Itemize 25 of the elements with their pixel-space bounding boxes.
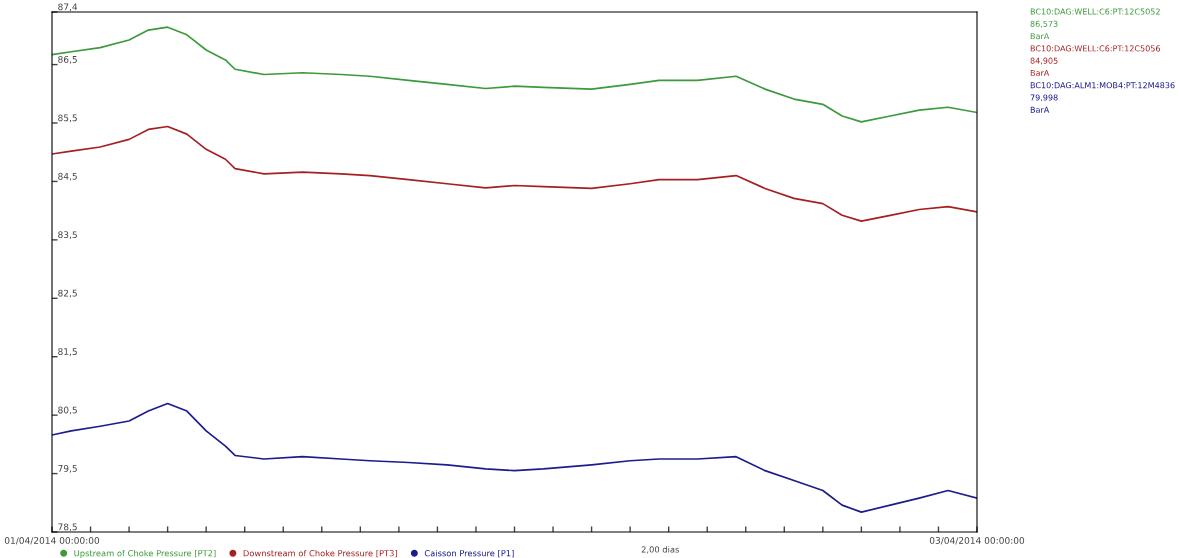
text: BarA [1030,33,1050,40]
y-tick-label: 81,5 [58,348,77,356]
y-tick-label: 83,5 [58,231,77,240]
text: 2,00 dias [641,546,679,554]
text: BarA [1030,70,1050,76]
y-tick-label: 87,4 [58,3,78,12]
legend-label: Downstream of Choke Pressure [PT3] [243,549,397,558]
text: 86,573 [1030,20,1058,28]
text: BC10:DAG:WELL:C6:PT:12C5052 [1030,8,1160,15]
y-tick-label: 85,5 [58,114,77,123]
legend-label: Caisson Pressure [P1] [424,549,514,558]
y-tick-label: 82,5 [58,289,77,298]
text: BarA [1030,106,1050,113]
y-tick-label: 86,5 [58,56,77,64]
y-tick-label: 84,5 [58,172,77,181]
y-tick-label: 80,5 [58,406,77,415]
legend-label: Upstream of Choke Pressure [PT2] [74,549,216,558]
text: 79,998 [1030,94,1058,102]
text: BC10:DAG:ALM1:MOB4:PT:12M4836 [1030,82,1175,89]
text: BC10:DAG:WELL:C6:PT:12C5056 [1030,45,1161,52]
y-tick-label: 78,5 [58,523,77,532]
text: 84,905 [1030,57,1058,65]
x-tick-label: 01/04/2014 00:00:00 [4,537,100,545]
y-tick-label: 79,5 [58,465,77,473]
x-tick-label: 03/04/2014 00:00:00 [929,537,1025,545]
